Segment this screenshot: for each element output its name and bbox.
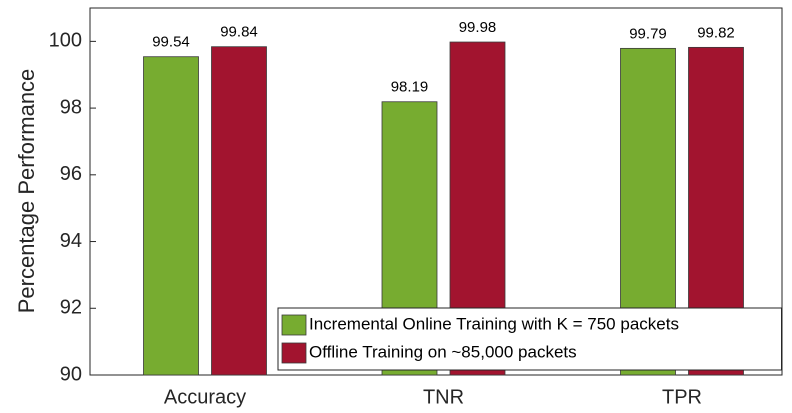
y-tick-label: 100 [49, 30, 82, 52]
value-label: 99.98 [459, 19, 497, 36]
legend-label: Offline Training on ~85,000 packets [309, 342, 577, 361]
y-tick-label: 98 [60, 96, 82, 118]
x-tick-label: Accuracy [164, 386, 246, 408]
value-label: 99.84 [220, 24, 258, 41]
bar [211, 46, 267, 376]
y-tick-label: 94 [60, 230, 82, 252]
y-tick-label: 92 [60, 297, 82, 319]
legend-label: Incremental Online Training with K = 750… [309, 314, 679, 333]
x-tick-label: TPR [662, 386, 702, 408]
x-tick-label: TNR [423, 386, 464, 408]
y-tick-label: 90 [60, 363, 82, 385]
legend-swatch [281, 314, 307, 336]
y-tick-label: 96 [60, 163, 82, 185]
value-label: 99.82 [697, 24, 735, 41]
y-axis-label: Percentage Performance [14, 69, 39, 314]
value-label: 98.19 [391, 79, 429, 96]
bar [143, 56, 199, 376]
value-label: 99.54 [152, 34, 190, 51]
legend-box [277, 307, 782, 371]
legend-swatch [281, 342, 307, 364]
value-label: 99.79 [629, 25, 667, 42]
